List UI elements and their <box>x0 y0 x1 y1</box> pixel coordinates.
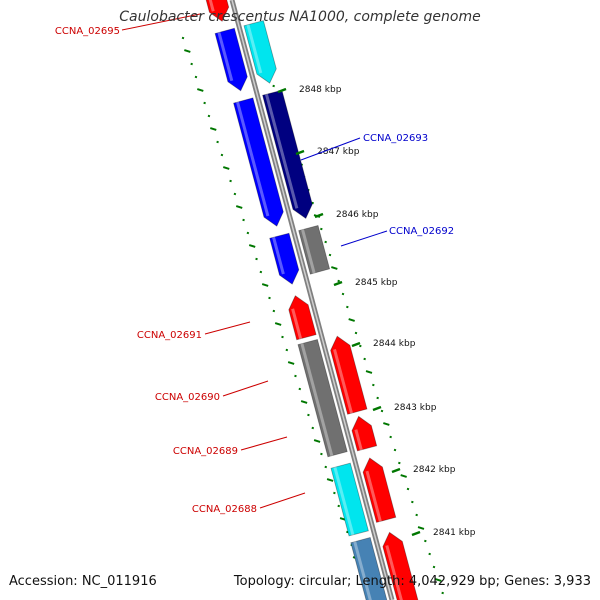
gene-arrow-ccna-02692a <box>269 232 300 285</box>
genome-backbone <box>229 0 395 600</box>
gene-label[interactable]: CCNA_02691 <box>137 330 202 341</box>
gene-box-ccna-02692-highlight <box>301 229 316 274</box>
genome-summary-text: Topology: circular; Length: 4,042,929 bp… <box>233 574 591 589</box>
scale-tick-mark <box>391 467 401 474</box>
scale-tick-label: 2841 kbp <box>433 528 476 538</box>
gene-label-leader <box>300 137 361 161</box>
scale-tick-mark <box>372 405 382 412</box>
gene-label-leader <box>121 13 201 31</box>
gene-arrow-cyan-highlight <box>246 24 263 74</box>
gene-arrow-ccna-02695-highlight <box>208 0 215 12</box>
gene-arrow-ccna-02693a <box>233 97 284 227</box>
scale-ticks: 2848 kbp 2847 kbp 2846 kbp 2845 kbp 2844 kbp… <box>277 85 476 538</box>
gene-arrow-ccna-02691-highlight <box>291 308 303 340</box>
gene-label-leader <box>222 380 269 397</box>
gene-label[interactable]: CCNA_02689 <box>173 446 238 457</box>
scale-tick-mark <box>351 341 361 348</box>
gene-label-leader <box>259 492 306 509</box>
gene-arrow-ccna-02689-highlight <box>354 429 363 451</box>
gene-label-leader <box>240 436 288 451</box>
gene-box-ccna-02690 <box>297 339 348 458</box>
gene-arrow-ccna-02693a-highlight <box>236 101 270 217</box>
gene-arrow-lower <box>382 531 419 600</box>
gene-features <box>205 0 419 600</box>
gene-arrow-ccna-02695 <box>205 0 230 22</box>
scale-tick-label: 2846 kbp <box>336 210 379 220</box>
scale-tick-label: 2847 kbp <box>317 147 360 157</box>
gene-arrow-cyan <box>243 20 277 84</box>
gene-arrow-lower-highlight <box>385 545 403 600</box>
scale-tick-label: 2844 kbp <box>373 339 416 349</box>
gene-label[interactable]: CCNA_02693 <box>363 133 428 144</box>
gene-arrow-ccna-02690 <box>330 335 368 415</box>
scale-tick-label: 2845 kbp <box>355 278 398 288</box>
gene-box-ccna-02688-highlight <box>333 466 355 536</box>
gene-label-leader <box>204 321 251 335</box>
gene-label[interactable]: CCNA_02688 <box>192 504 257 515</box>
gene-arrow-ccna-02692a-highlight <box>272 236 285 275</box>
scale-tick-mark <box>295 149 305 156</box>
gene-label-leader <box>340 230 388 247</box>
gene-arrow-ccna-02689 <box>351 415 378 452</box>
scale-tick-mark <box>333 280 343 287</box>
gene-arrow-ccna-02688-highlight <box>365 470 382 522</box>
gene-label[interactable]: CCNA_02690 <box>155 392 220 403</box>
scale-tick-label: 2842 kbp <box>413 465 456 475</box>
gene-arrow-ccna-02690-highlight <box>333 349 353 414</box>
genome-title: Caulobacter crescentus NA1000, complete … <box>119 9 481 25</box>
accession-text: Accession: NC_011916 <box>9 574 157 589</box>
gene-label[interactable]: CCNA_02695 <box>55 26 120 37</box>
gene-box-ccna-02688 <box>330 462 369 537</box>
scale-tick-mark <box>314 212 324 219</box>
gene-arrow-reverse <box>214 27 248 92</box>
scale-tick-label: 2848 kbp <box>299 85 342 95</box>
gene-box-ccna-02690-highlight <box>300 343 334 457</box>
gene-box-steel <box>350 537 388 600</box>
gene-arrow-reverse-highlight <box>217 32 234 82</box>
gene-box-ccna-02692 <box>298 225 331 275</box>
gene-labels: CCNA_02695 CCNA_02693 CCNA_02692 CCNA_02691… <box>55 13 454 515</box>
scale-tick-mark <box>277 87 287 94</box>
gene-arrow-ccna-02688 <box>362 457 397 523</box>
scale-tick-label: 2843 kbp <box>394 403 437 413</box>
gene-arrow-ccna-02691 <box>288 295 317 341</box>
gene-box-steel-highlight <box>353 541 372 600</box>
gene-label[interactable]: CCNA_02692 <box>389 226 454 237</box>
scale-tick-mark <box>411 530 421 537</box>
gene-arrow-ccna-02693-highlight <box>265 93 299 209</box>
